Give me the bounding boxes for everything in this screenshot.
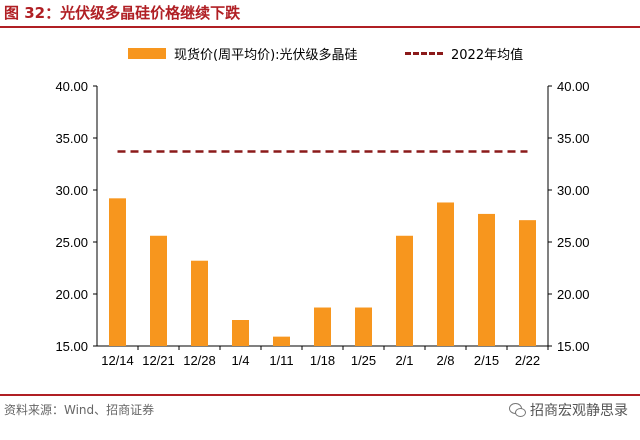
x-tick-label: 2/8 xyxy=(436,353,454,368)
footer-rule xyxy=(0,394,640,396)
x-tick-label: 1/18 xyxy=(310,353,335,368)
y-tick-label-right: 25.00 xyxy=(557,235,590,250)
y-tick-label-right: 20.00 xyxy=(557,287,590,302)
y-tick-label-right: 30.00 xyxy=(557,183,590,198)
legend-item-line: 2022年均值 xyxy=(405,44,523,63)
bar xyxy=(273,336,290,346)
x-tick-label: 2/15 xyxy=(474,353,499,368)
x-tick-label: 12/21 xyxy=(142,353,175,368)
bar xyxy=(191,260,208,346)
bar xyxy=(150,235,167,346)
source-note: 资料来源：Wind、招商证券 xyxy=(4,403,155,417)
wechat-icon xyxy=(509,403,526,417)
chart-title: 图 32：光伏级多晶硅价格继续下跌 xyxy=(4,4,241,22)
x-tick-label: 2/1 xyxy=(395,353,413,368)
legend-swatch-line xyxy=(405,52,443,55)
x-tick-label: 12/28 xyxy=(183,353,216,368)
bar xyxy=(314,307,331,346)
bar xyxy=(519,220,536,346)
x-tick-label: 1/4 xyxy=(231,353,249,368)
legend-swatch-bar xyxy=(128,48,166,59)
x-tick-label: 12/14 xyxy=(101,353,134,368)
x-tick-label: 1/11 xyxy=(269,353,293,368)
brand-label: 招商宏观静思录 xyxy=(530,403,628,419)
y-tick-label-right: 35.00 xyxy=(557,131,590,146)
bar xyxy=(478,213,495,346)
y-tick-label-left: 40.00 xyxy=(55,79,88,94)
y-tick-label-right: 40.00 xyxy=(557,79,590,94)
bar xyxy=(355,307,372,346)
legend: 现货价(周平均价):光伏级多晶硅 2022年均值 xyxy=(0,44,640,64)
x-tick-label: 1/25 xyxy=(351,353,376,368)
y-tick-label-left: 35.00 xyxy=(55,131,88,146)
y-tick-label-left: 30.00 xyxy=(55,183,88,198)
legend-item-bar: 现货价(周平均价):光伏级多晶硅 xyxy=(128,44,358,63)
bar xyxy=(232,320,249,346)
legend-label-bar: 现货价(周平均价):光伏级多晶硅 xyxy=(174,48,358,63)
bar xyxy=(109,198,126,346)
y-tick-label-left: 25.00 xyxy=(55,235,88,250)
y-tick-label-right: 15.00 xyxy=(557,339,590,354)
brand-watermark: 招商宏观静思录 xyxy=(509,400,628,420)
bar xyxy=(396,235,413,346)
title-rule xyxy=(0,26,640,28)
bar xyxy=(437,202,454,346)
y-tick-label-left: 15.00 xyxy=(55,339,88,354)
x-tick-label: 2/22 xyxy=(515,353,540,368)
y-tick-label-left: 20.00 xyxy=(55,287,88,302)
legend-label-line: 2022年均值 xyxy=(451,48,524,63)
